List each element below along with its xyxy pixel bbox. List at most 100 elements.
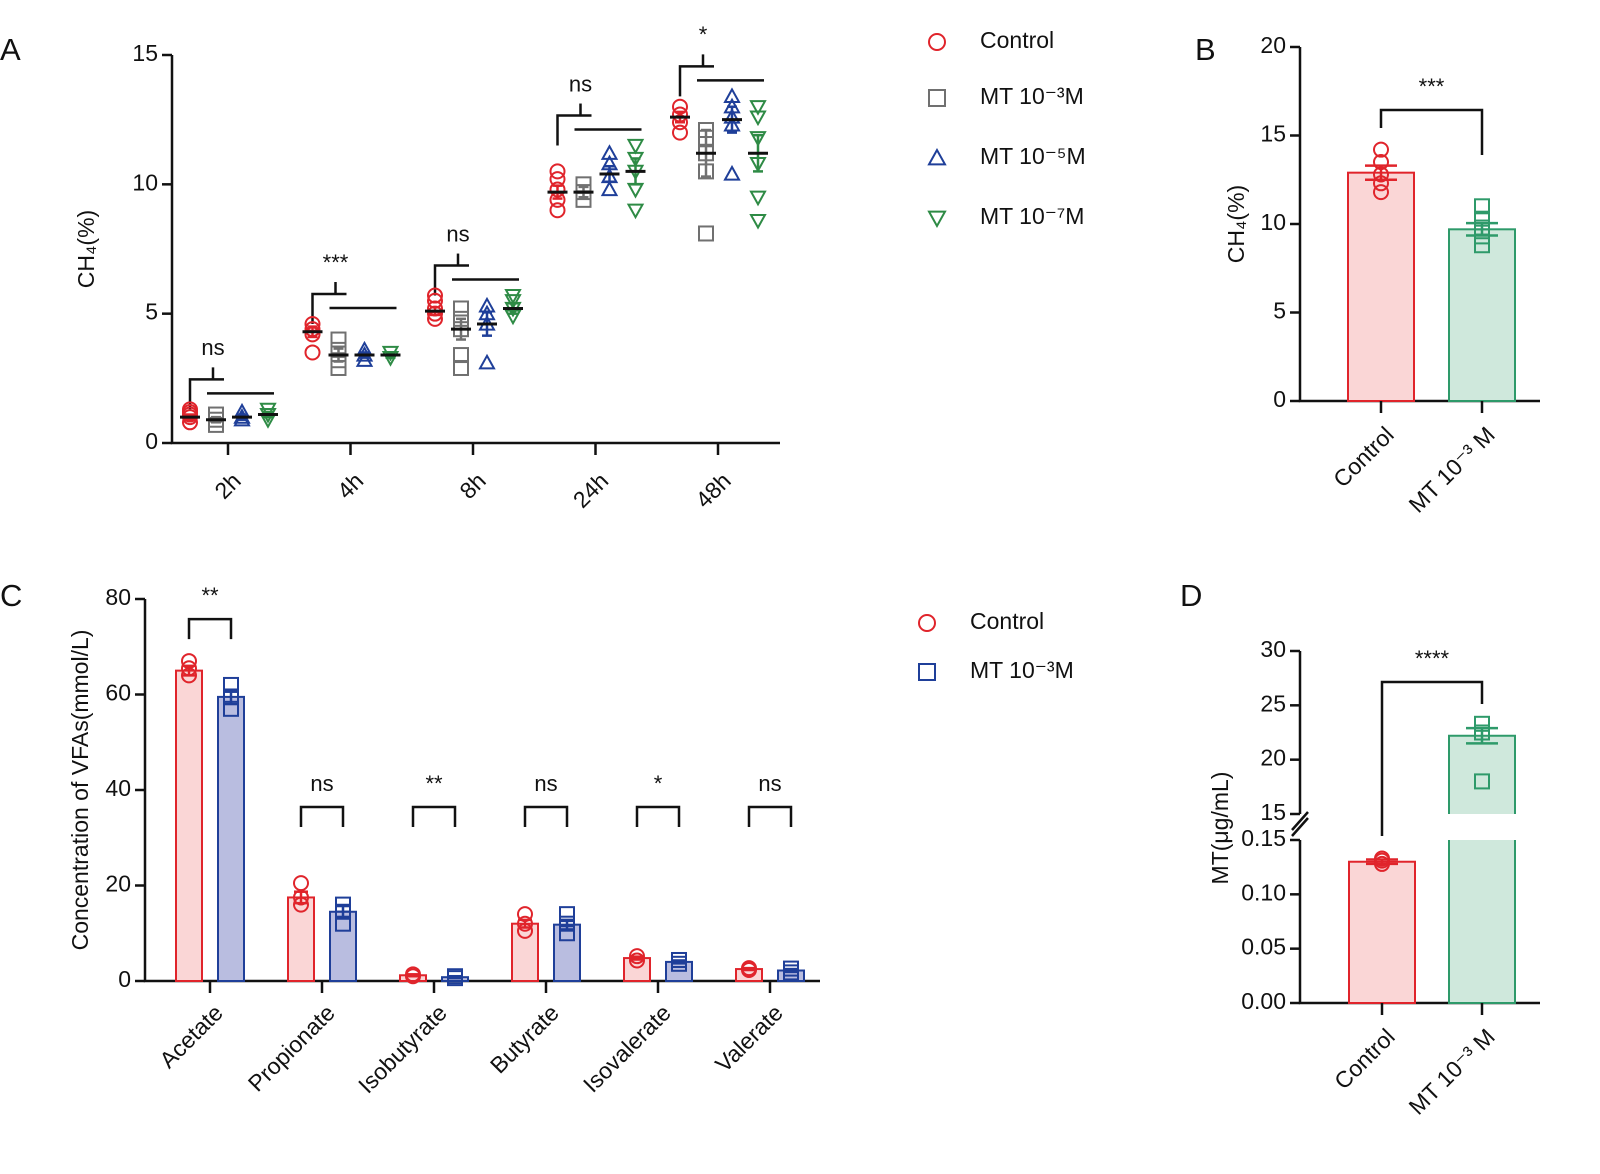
significance-label: ns xyxy=(569,71,592,96)
y-tick-label: 60 xyxy=(105,680,131,706)
y-tick-label: 40 xyxy=(105,775,131,801)
data-point xyxy=(427,287,443,304)
data-point xyxy=(600,180,619,197)
data-point xyxy=(405,966,421,983)
data-point xyxy=(259,402,277,419)
data-point xyxy=(293,896,309,913)
legend-label: Control xyxy=(980,27,1054,53)
significance-label: ns xyxy=(446,221,469,246)
data-point xyxy=(447,968,463,985)
panel-letter: B xyxy=(1195,32,1216,67)
y-axis-label: CH₄(%) xyxy=(1223,185,1249,263)
data-point xyxy=(1474,210,1490,227)
data-point xyxy=(749,190,767,207)
y-tick-label: 0 xyxy=(118,966,131,992)
y-tick-label: 10 xyxy=(1260,209,1286,235)
data-point xyxy=(355,351,374,367)
x-tick-label: 24h xyxy=(568,467,614,513)
data-point xyxy=(1474,228,1490,245)
data-point xyxy=(559,915,575,932)
data-point xyxy=(453,347,469,364)
data-point xyxy=(559,906,575,923)
significance-label: ** xyxy=(425,771,443,796)
y-tick-label: 0.10 xyxy=(1241,879,1286,905)
significance-bracket xyxy=(523,805,569,827)
data-point xyxy=(749,100,767,116)
axes xyxy=(170,55,780,445)
panel-letter: C xyxy=(0,578,22,613)
bar-lower-part xyxy=(1449,840,1515,1003)
y-tick-label: 0 xyxy=(1273,386,1286,412)
data-point xyxy=(626,182,645,199)
significance-label: ns xyxy=(201,335,224,360)
data-point xyxy=(749,110,767,127)
data-point xyxy=(723,164,741,181)
data-point xyxy=(1474,237,1490,254)
significance-bracket xyxy=(1379,108,1484,155)
data-point xyxy=(749,213,767,230)
x-tick-label: MT 10⁻³ M xyxy=(1404,421,1500,517)
data-point xyxy=(181,653,197,670)
significance-bracket xyxy=(747,805,793,827)
data-point xyxy=(1474,715,1490,732)
y-tick-label: 15 xyxy=(1260,799,1286,825)
x-tick-label: Control xyxy=(1329,1023,1400,1094)
significance-bracket xyxy=(678,65,714,97)
significance-label: ns xyxy=(534,771,557,796)
data-point xyxy=(223,676,239,693)
data-point xyxy=(335,896,351,913)
x-tick-label: Propionate xyxy=(243,999,340,1096)
data-point xyxy=(293,875,309,892)
x-tick-label: Isovalerate xyxy=(578,999,676,1097)
data-point xyxy=(629,948,645,965)
data-point xyxy=(1374,850,1390,867)
x-tick-label: 4h xyxy=(332,467,368,503)
legend-marker xyxy=(927,210,947,229)
y-tick-label: 20 xyxy=(1260,32,1286,58)
data-point xyxy=(1373,154,1389,171)
significance-bracket xyxy=(411,805,457,827)
data-point xyxy=(600,144,619,160)
y-tick-label: 20 xyxy=(1260,745,1286,771)
bar xyxy=(623,957,651,983)
data-point xyxy=(549,202,566,219)
data-point xyxy=(1474,198,1490,215)
data-point xyxy=(223,700,239,717)
x-tick-label: Butyrate xyxy=(485,999,564,1078)
y-tick-label: 15 xyxy=(132,40,158,66)
y-tick-label: 0.00 xyxy=(1241,988,1286,1014)
data-point xyxy=(1373,184,1389,201)
legend-marker xyxy=(928,33,946,51)
data-point xyxy=(304,344,321,361)
panel-letter: D xyxy=(1180,578,1202,613)
significance-label: *** xyxy=(323,250,349,275)
data-point xyxy=(504,294,522,310)
y-tick-label: 5 xyxy=(1273,298,1286,324)
data-point xyxy=(1373,141,1389,158)
y-tick-label: 0 xyxy=(145,428,158,454)
y-tick-label: 5 xyxy=(145,299,158,325)
data-point xyxy=(671,951,687,968)
y-axis-label: CH₄(%) xyxy=(73,210,99,288)
y-tick-label: 20 xyxy=(105,871,131,897)
data-point xyxy=(181,660,197,677)
data-point xyxy=(517,906,533,923)
data-point xyxy=(629,952,645,969)
data-point xyxy=(335,915,351,932)
x-tick-label: Valerate xyxy=(710,999,788,1077)
data-point xyxy=(626,138,645,155)
bar xyxy=(1347,171,1415,402)
significance-bracket xyxy=(1380,680,1484,836)
legend-marker xyxy=(918,663,936,681)
data-point xyxy=(1474,773,1490,790)
data-point xyxy=(698,225,714,242)
legend-label: Control xyxy=(970,608,1044,634)
legend-marker xyxy=(918,614,936,632)
y-tick-label: 0.05 xyxy=(1241,934,1286,960)
significance-bracket xyxy=(299,805,345,827)
significance-label: ns xyxy=(310,771,333,796)
y-tick-label: 25 xyxy=(1260,690,1286,716)
data-point xyxy=(478,353,496,370)
bar xyxy=(175,669,203,982)
bar xyxy=(287,896,315,982)
